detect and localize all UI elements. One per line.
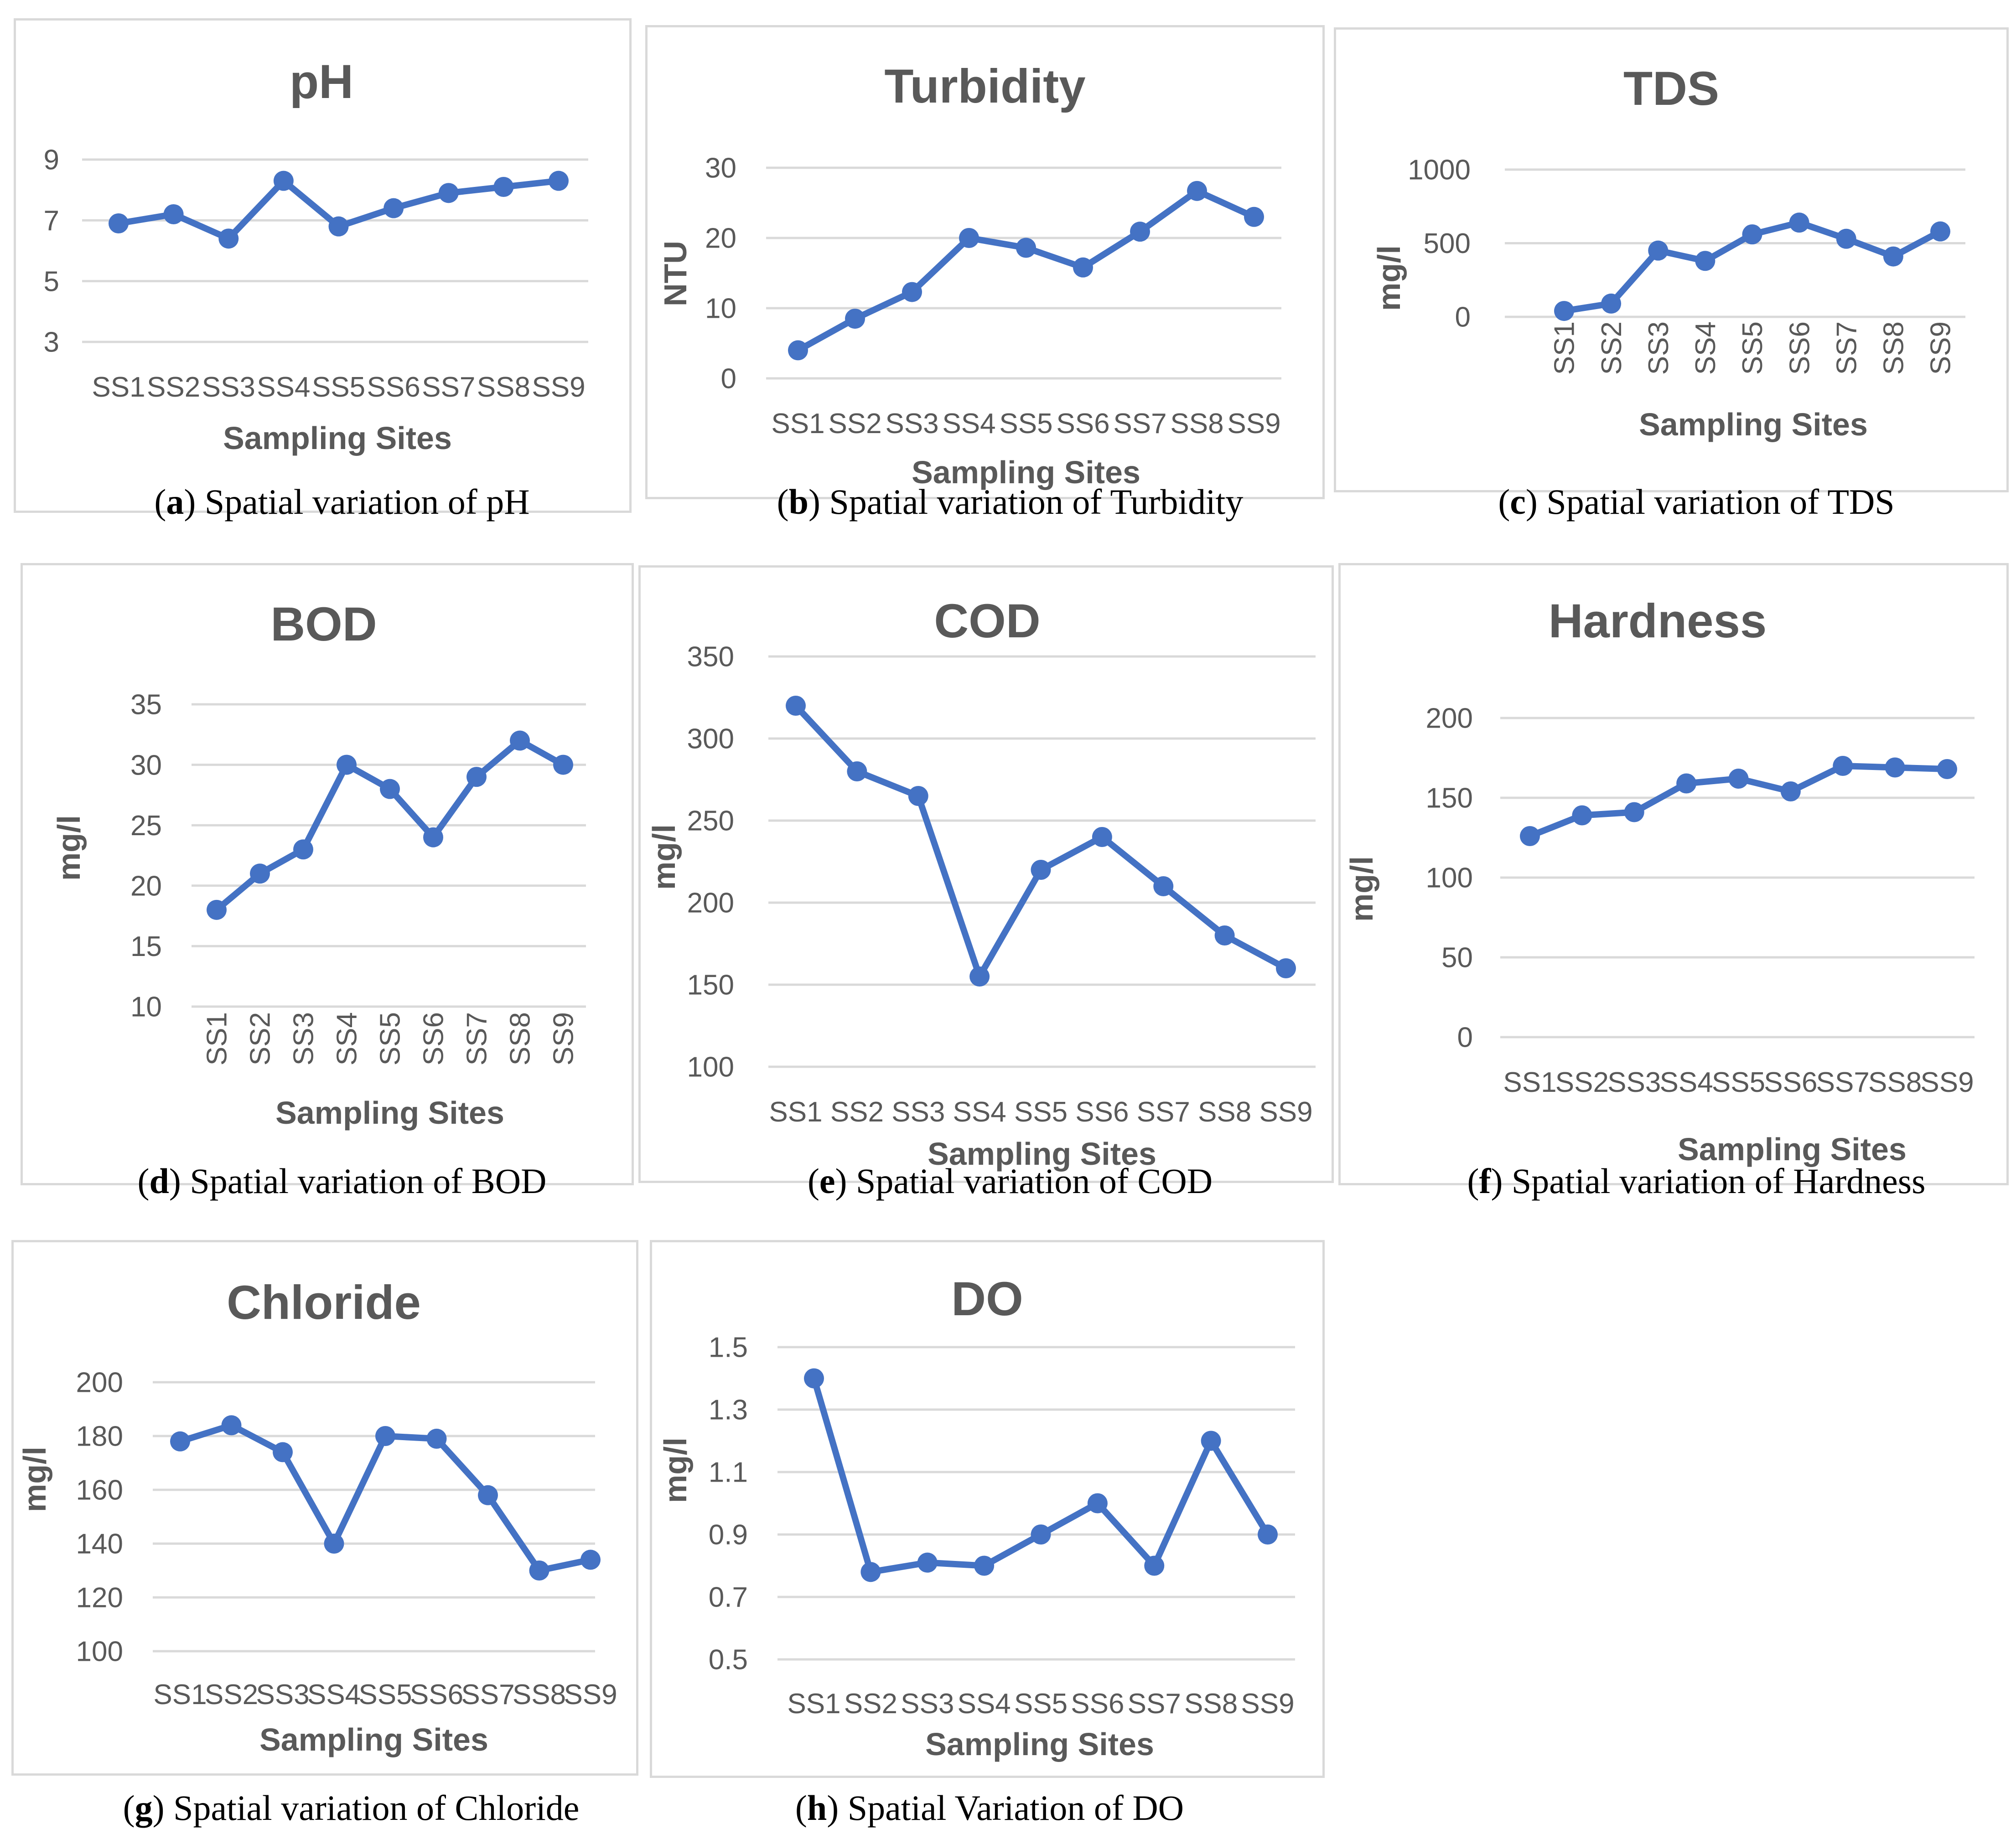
caption-letter: b (788, 482, 809, 522)
caption-letter: e (819, 1161, 835, 1201)
caption-text: Spatial variation of BOD (181, 1161, 547, 1201)
caption-text: Spatial variation of Turbidity (820, 482, 1244, 522)
figure-caption: (e) Spatial variation of COD (807, 1161, 1213, 1201)
figure-caption: (c) Spatial variation of TDS (1498, 482, 1895, 522)
chart-frame (11, 1240, 638, 1776)
caption-text: Spatial variation of Hardness (1503, 1161, 1926, 1201)
figure-caption: (h) Spatial Variation of DO (795, 1788, 1184, 1828)
chart-frame (650, 1240, 1325, 1778)
chart-frame (1334, 27, 2009, 492)
caption-text: Spatial Variation of DO (839, 1788, 1184, 1828)
caption-letter: g (135, 1788, 153, 1828)
chart-frame (1338, 563, 2009, 1185)
chart-frame (645, 25, 1325, 499)
figure-caption: (b) Spatial variation of Turbidity (777, 482, 1244, 522)
figure-caption: (g) Spatial variation of Chloride (123, 1788, 580, 1828)
caption-letter: d (149, 1161, 169, 1201)
figure-caption: (a) Spatial variation of pH (154, 482, 530, 522)
chart-frame (14, 18, 632, 513)
chart-frame (21, 563, 634, 1185)
figure-caption: (d) Spatial variation of BOD (137, 1161, 547, 1201)
figure-caption: (f) Spatial variation of Hardness (1467, 1161, 1926, 1201)
caption-text: Spatial variation of Chloride (164, 1788, 580, 1828)
chart-frame (638, 565, 1334, 1183)
caption-letter: f (1479, 1161, 1491, 1201)
caption-text: Spatial variation of pH (196, 482, 530, 522)
caption-letter: h (807, 1788, 827, 1828)
caption-text: Spatial variation of COD (847, 1161, 1213, 1201)
caption-letter: a (166, 482, 184, 522)
caption-letter: c (1510, 482, 1526, 522)
caption-text: Spatial variation of TDS (1537, 482, 1895, 522)
